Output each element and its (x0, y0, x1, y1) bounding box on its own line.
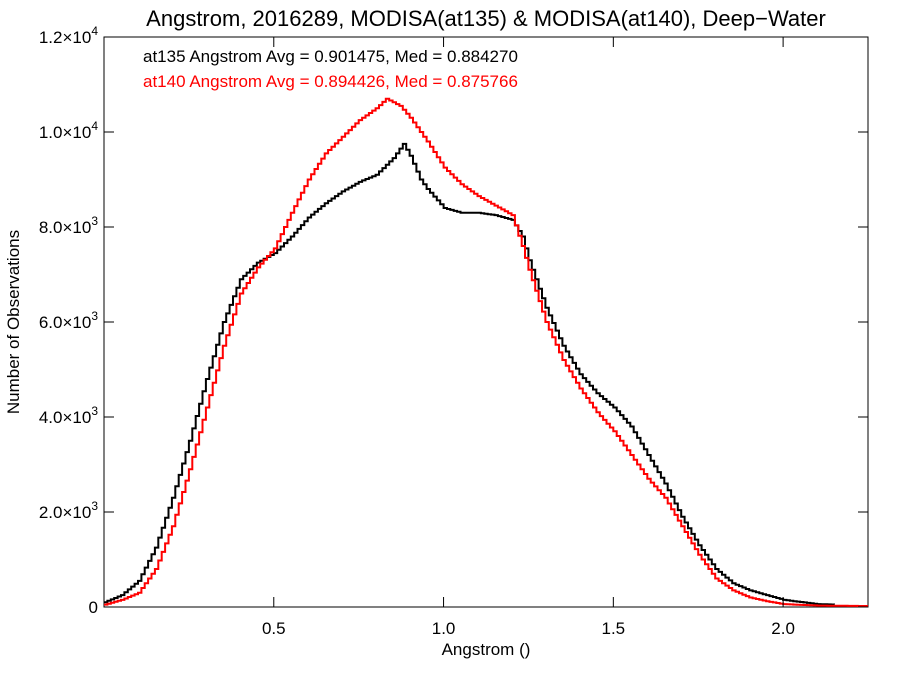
y-tick-label-1: 2.0×103 (39, 499, 98, 522)
chart-title: Angstrom, 2016289, MODISA(at135) & MODIS… (146, 6, 826, 31)
series-line-0 (104, 142, 835, 606)
y-tick-label-0: 0 (89, 598, 98, 617)
y-axis-label: Number of Observations (4, 230, 23, 414)
y-tick-label-2: 4.0×103 (39, 404, 98, 427)
x-tick-label-0: 0.5 (262, 619, 286, 638)
y-tick-label-4: 8.0×103 (39, 214, 98, 237)
x-tick-label-1: 1.0 (432, 619, 456, 638)
x-tick-label-2: 1.5 (602, 619, 626, 638)
y-tick-label-3: 6.0×103 (39, 309, 98, 332)
x-axis-label: Angstrom () (442, 640, 531, 659)
y-tick-label-6: 1.2×104 (39, 24, 98, 47)
series-layer (104, 97, 868, 607)
legend-entry-1: at140 Angstrom Avg = 0.894426, Med = 0.8… (143, 72, 518, 91)
legend: at135 Angstrom Avg = 0.901475, Med = 0.8… (143, 47, 518, 91)
x-tick-label-3: 2.0 (771, 619, 795, 638)
plot-frame (103, 36, 869, 608)
series-line-1 (104, 97, 868, 607)
y-tick-label-5: 1.0×104 (39, 119, 98, 142)
ticks-layer: 0.5 1.0 1.5 2.0 0 2.0×103 4.0×103 6.0×103 8.0×10… (39, 24, 868, 638)
legend-entry-0: at135 Angstrom Avg = 0.901475, Med = 0.8… (143, 47, 518, 66)
